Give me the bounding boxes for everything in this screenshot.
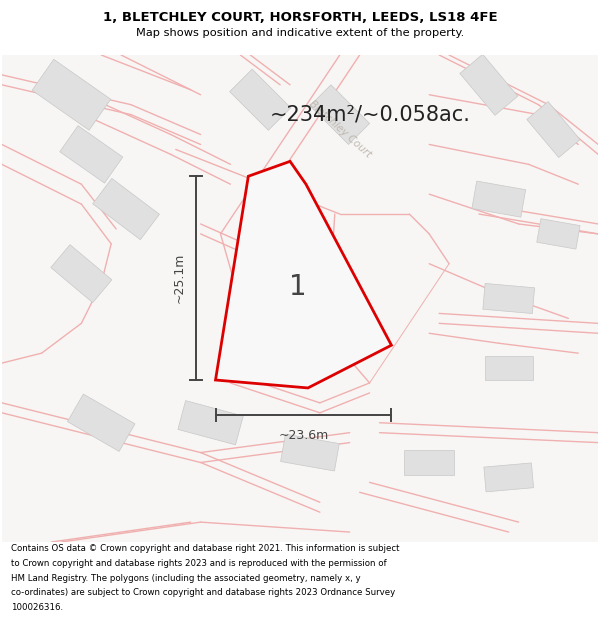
Text: ~23.6m: ~23.6m (278, 429, 329, 442)
Text: ~25.1m: ~25.1m (173, 253, 186, 303)
Text: 100026316.: 100026316. (11, 602, 63, 612)
Polygon shape (484, 463, 533, 492)
Text: co-ordinates) are subject to Crown copyright and database rights 2023 Ordnance S: co-ordinates) are subject to Crown copyr… (11, 588, 395, 597)
Polygon shape (215, 161, 391, 388)
Polygon shape (51, 244, 112, 302)
Polygon shape (281, 434, 339, 471)
Text: 1, BLETCHLEY COURT, HORSFORTH, LEEDS, LS18 4FE: 1, BLETCHLEY COURT, HORSFORTH, LEEDS, LS… (103, 11, 497, 24)
Text: HM Land Registry. The polygons (including the associated geometry, namely x, y: HM Land Registry. The polygons (includin… (11, 574, 361, 582)
Polygon shape (527, 102, 580, 158)
Polygon shape (485, 356, 533, 381)
Text: Contains OS data © Crown copyright and database right 2021. This information is : Contains OS data © Crown copyright and d… (11, 544, 400, 554)
Polygon shape (266, 262, 353, 344)
Polygon shape (472, 181, 526, 217)
Text: 1: 1 (289, 273, 307, 301)
Text: Map shows position and indicative extent of the property.: Map shows position and indicative extent… (136, 29, 464, 39)
Polygon shape (60, 126, 123, 183)
Polygon shape (483, 284, 535, 314)
Polygon shape (404, 449, 454, 476)
Text: Bletchley Court: Bletchley Court (307, 99, 373, 160)
Polygon shape (92, 178, 160, 240)
Polygon shape (178, 401, 243, 445)
Polygon shape (230, 69, 291, 130)
Polygon shape (460, 54, 518, 116)
Polygon shape (67, 394, 135, 451)
Polygon shape (310, 85, 370, 144)
Polygon shape (32, 59, 111, 130)
Text: ~234m²/~0.058ac.: ~234m²/~0.058ac. (270, 104, 471, 124)
Polygon shape (537, 219, 580, 249)
Text: to Crown copyright and database rights 2023 and is reproduced with the permissio: to Crown copyright and database rights 2… (11, 559, 386, 568)
